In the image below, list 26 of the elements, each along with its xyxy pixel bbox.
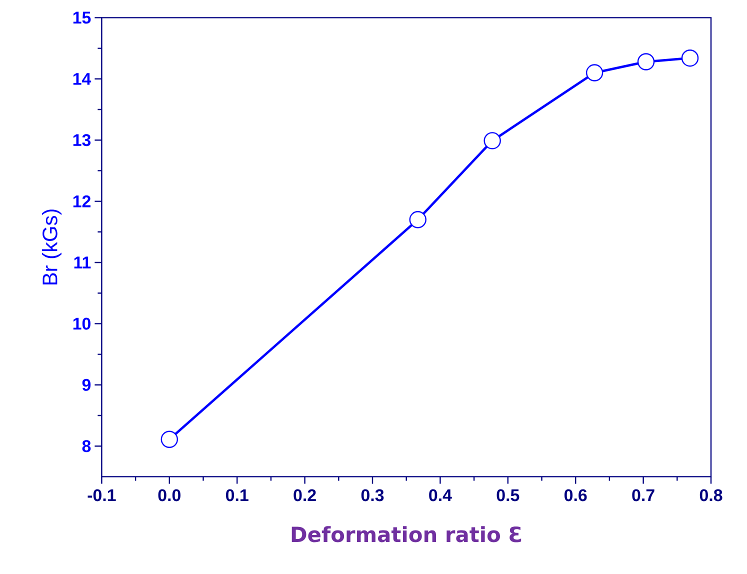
x-axis-title: Deformation ratio Ɛ [292, 526, 522, 542]
y-tick-label: 14 [73, 73, 92, 85]
y-tick-label: 10 [73, 318, 90, 330]
point [637, 53, 655, 70]
point [409, 211, 426, 228]
x-tick-label: 0.7 [632, 489, 654, 502]
x-tick-label: 0.2 [294, 489, 316, 502]
point [160, 430, 178, 448]
y-tick-label: 12 [73, 195, 90, 208]
y-tick-label: 8 [82, 440, 91, 452]
y-axis-title: Br (kGs) [42, 210, 62, 284]
y-tick-label: 13 [73, 134, 91, 146]
point [484, 132, 501, 150]
x-tick-label: 0.4 [429, 489, 452, 502]
x-tick-label: 0.5 [496, 489, 520, 502]
y-tick-label: 11 [74, 256, 91, 268]
point [681, 49, 699, 67]
point [586, 64, 604, 82]
x-tick-label: -0.1 [88, 489, 116, 502]
x-tick-label: 0.1 [226, 489, 248, 502]
y-tick-label: 15 [73, 12, 91, 24]
x-tick-label: 0.8 [700, 489, 722, 502]
x-tick-label: 0.6 [564, 489, 587, 502]
x-tick-label: 0.0 [158, 489, 180, 502]
x-tick-label: 0.3 [361, 489, 384, 502]
y-tick-label: 9 [82, 378, 91, 391]
